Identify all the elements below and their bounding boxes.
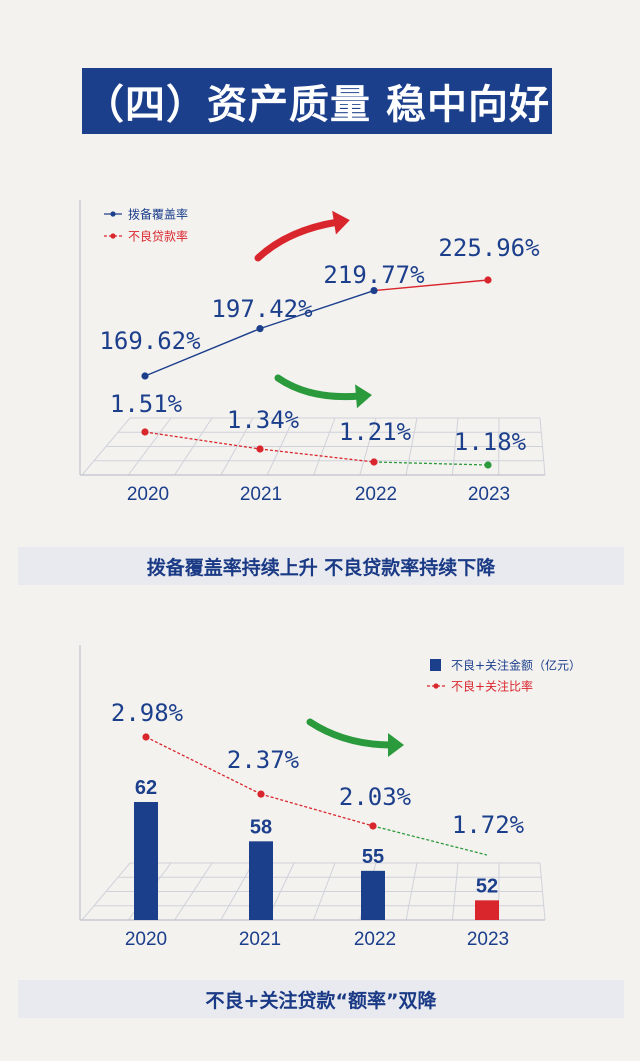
legend-amount-swatch (430, 659, 441, 671)
amount-bar (249, 841, 273, 920)
amount-value-label: 58 (250, 816, 272, 838)
grid-line (220, 862, 254, 921)
npl-value-label: 1.34% (227, 406, 300, 434)
provision-line-segment (373, 279, 489, 292)
page-title: （四）资产质量 稳中向好 (82, 68, 552, 134)
legend-amount-label: 不良+关注金额（亿元） (451, 658, 581, 673)
ratio-point (257, 790, 265, 798)
floor-grid (79, 200, 546, 476)
amount-value-label: 62 (135, 777, 157, 799)
grid-line (539, 417, 546, 476)
ratio-value-label: 2.37% (227, 746, 300, 774)
npl-line-segment (144, 431, 261, 450)
amount-bar (361, 870, 385, 920)
amount-value-label: 55 (362, 846, 384, 868)
chart-marks: 169.62% 197.42% 219.77% 225.96% 1.51% 1.34% 1.… (99, 234, 540, 505)
ratio-line-segment (145, 736, 262, 795)
legend-npl-swatch-dot (110, 233, 116, 239)
legend-provision-label: 拨备覆盖率 (128, 207, 188, 222)
x-tick-label: 2022 (355, 484, 397, 505)
trend-arrows (306, 718, 404, 757)
green-down-arrow-head (388, 733, 404, 757)
grid-line (313, 862, 336, 921)
grid-line (313, 417, 336, 476)
provision-point (370, 286, 378, 295)
ratio-value-label: 2.03% (339, 783, 412, 811)
legend: 不良+关注金额（亿元） 不良+关注比率 (427, 658, 581, 694)
grid-line (81, 862, 131, 921)
amount-value-label: 52 (476, 875, 498, 897)
provision-value-label: 169.62% (99, 327, 201, 355)
ratio-point (142, 733, 150, 741)
chart-caption-1: 拨备覆盖率持续上升 不良贷款率持续下降 (18, 547, 624, 585)
ratio-point (369, 822, 377, 830)
npl-point (370, 458, 378, 466)
x-tick-label: 2021 (240, 484, 282, 505)
npl-value-label: 1.51% (110, 390, 183, 418)
trend-arrows (254, 210, 372, 409)
grid-line (405, 862, 418, 921)
chart-caption-2: 不良+关注贷款“额率”双降 (18, 980, 624, 1018)
npl-point (484, 461, 492, 469)
npl-point (141, 428, 149, 436)
x-tick-label: 2020 (127, 484, 169, 505)
chart-marks: 62 58 55 52 2.98% 2.37% 2.03% 1.72% 2020 2021 2022… (111, 699, 525, 950)
green-down-arrow-body (274, 374, 364, 401)
amount-bar (475, 900, 499, 920)
grid-line (405, 417, 418, 476)
ratio-value-label: 2.98% (111, 699, 184, 727)
ratio-value-label: 1.72% (452, 811, 525, 839)
legend-ratio-label: 不良+关注比率 (451, 679, 533, 694)
grid-line (359, 417, 377, 476)
x-tick-label: 2023 (468, 484, 510, 505)
grid-line (539, 862, 546, 921)
grid-line (81, 417, 131, 476)
legend-npl-label: 不良贷款率 (128, 229, 188, 244)
provision-value-label: 197.42% (211, 295, 313, 323)
legend-ratio-swatch-dot (433, 683, 439, 689)
grid-line (174, 862, 213, 921)
amount-bar (134, 802, 158, 920)
npl-line-segment (373, 461, 489, 466)
x-tick-label: 2021 (239, 929, 281, 950)
grid-line (127, 417, 172, 476)
ratio-line-segment (260, 793, 374, 827)
grid-line (451, 417, 459, 476)
red-up-arrow-body (254, 218, 342, 262)
legend-provision-swatch-dot (110, 211, 116, 217)
grid-line (220, 417, 254, 476)
npl-point (256, 445, 264, 453)
chart-attention-loans: 不良+关注金额（亿元） 不良+关注比率 62 58 55 52 2.98% 2.37% 2.0… (79, 645, 581, 950)
provision-point (141, 372, 149, 380)
provision-point (484, 276, 492, 284)
provision-point (256, 325, 264, 333)
x-tick-label: 2022 (354, 929, 396, 950)
provision-line-segment (144, 327, 261, 377)
green-down-arrow-body (306, 718, 396, 749)
npl-line-segment (259, 448, 375, 463)
grid-line (451, 862, 459, 921)
grid-line (266, 417, 295, 476)
npl-value-label: 1.18% (454, 428, 527, 456)
x-tick-label: 2020 (125, 929, 167, 950)
provision-line-segment (259, 289, 375, 330)
green-down-arrow-head (355, 384, 372, 409)
npl-value-label: 1.21% (339, 418, 412, 446)
provision-value-label: 219.77% (323, 261, 425, 289)
grid-line (174, 417, 213, 476)
x-tick-label: 2023 (467, 929, 509, 950)
provision-value-label: 225.96% (438, 234, 540, 262)
red-up-arrow-head (332, 210, 350, 235)
